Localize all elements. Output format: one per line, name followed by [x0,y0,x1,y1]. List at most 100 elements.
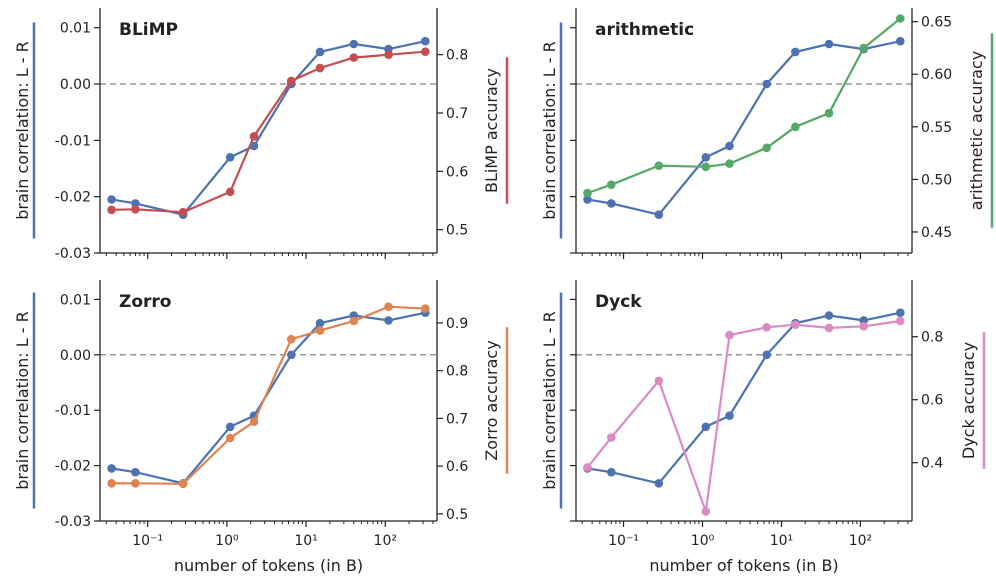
right-y-tick-label: 0.60 [921,67,952,83]
brain-data-point [701,422,711,432]
right-y-tick-label: 0.6 [446,164,468,180]
right-y-tick-label: 0.6 [446,459,468,475]
brain-data-point [896,308,905,318]
right-y-tick-label: 0.9 [446,316,468,332]
blimp-series-line [111,50,426,214]
panel-title: BLiMP [119,20,178,40]
dyck-data-point [701,507,711,516]
brain-data-point [654,479,664,488]
left-y-axis-label: brain correlation: L - R [13,41,32,220]
brain-data-point [131,467,140,477]
arithmetic-data-point [583,188,592,198]
right-y-tick-label: 0.65 [921,15,952,31]
dyck-data-point [859,322,868,331]
brain-series-line [111,40,426,216]
arithmetic-data-point [607,180,616,189]
zorro-data-point [315,326,325,335]
blimp-data-point [384,50,393,59]
zorro-data-point [225,433,235,443]
brain-data-point [107,464,116,473]
dyck-data-point [725,330,734,340]
brain-data-point [287,350,296,360]
right-y-tick-label: 0.8 [446,364,468,380]
left-y-axis-label: brain correlation: L - R [540,41,559,220]
right-y-axis-label: Dyck accuracy [959,342,978,459]
dyck-data-point [607,433,616,442]
brain-data-point [725,411,734,421]
zorro-data-point [249,417,259,427]
right-y-tick-label: 0.45 [921,225,952,241]
brain-data-point [315,47,325,57]
left-y-axis-label: brain correlation: L - R [13,311,32,490]
right-y-tick-label: 0.4 [921,456,943,472]
arithmetic-data-point [824,108,834,118]
dyck-data-point [896,316,905,326]
brain-series-line [111,311,426,485]
arithmetic-data-point [725,159,734,168]
brain-data-point [701,153,711,162]
left-y-tick-label: -0.03 [55,246,91,262]
panel-title: Zorro [119,292,171,312]
brain-data-point [607,199,616,208]
arithmetic-data-point [859,43,868,53]
brain-data-point [225,153,235,162]
blimp-data-point [349,53,359,62]
brain-data-point [384,316,393,325]
right-y-axis-label: Zorro accuracy [482,340,501,460]
x-axis-label: number of tokens (in B) [649,556,838,575]
right-y-tick-label: 0.6 [921,393,943,409]
brain-series-line [587,40,901,216]
brain-data-point [762,350,771,360]
brain-data-point [107,195,116,204]
right-y-axis-label: BLiMP accuracy [482,68,501,193]
dyck-data-point [654,376,664,386]
brain-data-point [131,199,140,208]
dyck-data-point [583,463,592,472]
brain-data-point [859,316,868,325]
brain-data-point [421,36,430,46]
right-y-axis-label: arithmetic accuracy [967,51,986,210]
panel-title: Dyck [595,292,642,312]
blimp-data-point [421,47,430,56]
right-y-tick-label: 0.8 [921,330,943,346]
brain-data-point [349,39,359,49]
blimp-data-point [131,205,140,214]
x-tick-label: 10² [374,533,397,549]
brain-series-line [587,311,901,485]
x-tick-label: 10⁰ [691,533,715,549]
blimp-data-point [107,205,116,215]
left-y-tick-label: 0.00 [60,77,91,93]
brain-data-point [762,79,771,89]
blimp-data-point [178,207,188,217]
right-y-tick-label: 0.7 [446,106,468,122]
right-y-tick-label: 0.5 [446,507,468,523]
zorro-data-point [287,334,296,344]
zorro-data-point [349,316,359,326]
arithmetic-data-point [762,143,771,153]
brain-data-point [896,36,905,46]
left-y-tick-label: -0.01 [55,403,91,419]
right-y-tick-label: 0.7 [446,411,468,427]
zorro-data-point [421,304,430,313]
right-y-tick-label: 0.8 [446,48,468,64]
dyck-series-line [586,319,901,513]
panel-title: arithmetic [595,20,694,40]
dyck-data-point [791,320,800,330]
arithmetic-data-point [701,162,711,172]
brain-data-point [315,318,325,328]
x-tick-label: 10⁻¹ [132,533,163,549]
brain-data-point [225,422,235,432]
brain-data-point [791,47,800,57]
blimp-data-point [287,76,296,86]
left-y-tick-label: 0.00 [60,348,91,364]
arithmetic-series-line [587,17,901,195]
zorro-data-point [131,479,140,488]
left-y-tick-label: -0.02 [55,459,91,475]
arithmetic-data-point [654,161,664,170]
dyck-data-point [762,323,771,332]
x-tick-label: 10² [849,533,872,549]
brain-data-point [824,39,834,49]
x-tick-label: 10⁰ [215,533,239,549]
arithmetic-data-point [791,122,800,132]
